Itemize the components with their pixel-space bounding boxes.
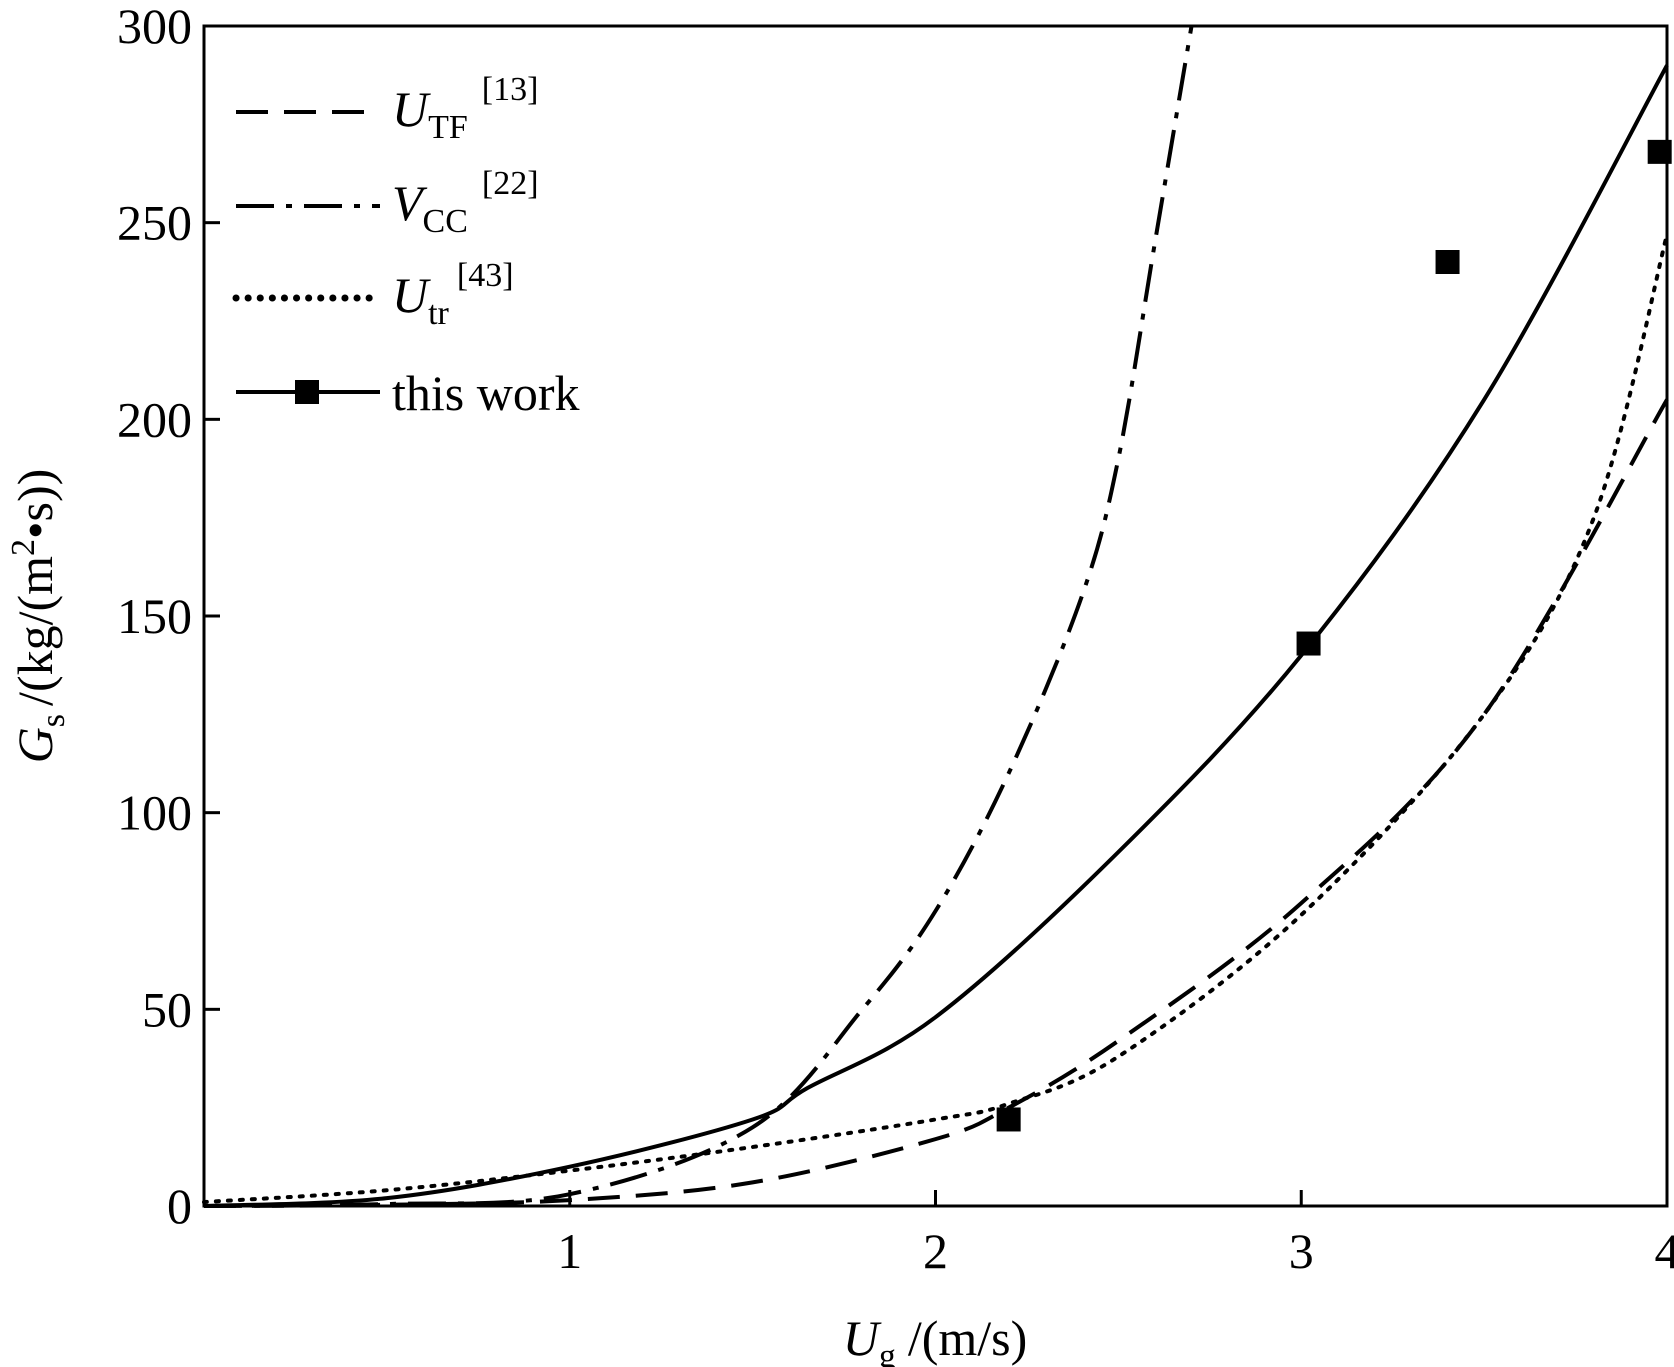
y-tick-label: 100 xyxy=(117,785,192,841)
y-axis-label-unit-pre: /(kg/(m xyxy=(7,556,63,706)
x-axis-label: Ug /(m/s) xyxy=(843,1310,1028,1367)
legend-label-utr: Utr[43] xyxy=(392,257,514,332)
series-line-utf xyxy=(203,398,1669,1208)
legend-sub-utr: tr xyxy=(428,295,449,332)
legend-item-utf: UTF [13] xyxy=(236,71,538,146)
legend-item-vcc: VCC [22] xyxy=(236,165,539,240)
y-axis-label-unit-post: •s)) xyxy=(7,469,63,539)
x-axis-label-unit: /(m/s) xyxy=(908,1310,1027,1366)
legend-main-utr: U xyxy=(392,267,431,323)
legend-main-vcc: V xyxy=(392,175,428,231)
legend: UTF[13] VCC[22] Utr[43] this work xyxy=(232,71,580,421)
legend-ref-vcc: [22] xyxy=(482,165,539,202)
legend-marker-this-work xyxy=(295,380,319,404)
data-point-marker xyxy=(1296,631,1321,656)
y-tick-label: 250 xyxy=(117,195,192,251)
y-axis-label-unit-sup: 2 xyxy=(5,539,42,556)
data-point-marker xyxy=(1435,250,1460,274)
series-line-this xyxy=(203,64,1669,1208)
y-tick-label: 50 xyxy=(142,981,192,1037)
legend-label-this-work: this work xyxy=(392,365,580,421)
x-axis-ticks: 1 2 3 4 xyxy=(557,1190,1674,1279)
x-tick-label: 2 xyxy=(923,1223,948,1279)
legend-item-this-work: this work xyxy=(236,365,580,421)
x-axis-label-sub: g xyxy=(879,1338,896,1367)
y-axis-label: Gs /(kg/(m2•s)) xyxy=(5,469,72,764)
legend-main-utf: U xyxy=(392,81,431,137)
y-axis-ticks: 0 50 100 150 200 250 300 xyxy=(117,0,220,1234)
y-axis-label-sub: s xyxy=(35,714,72,727)
x-tick-label: 4 xyxy=(1655,1223,1674,1279)
series-layer xyxy=(202,25,1669,1208)
legend-sub-utf: TF xyxy=(428,109,468,146)
y-axis-label-main: G xyxy=(7,727,63,763)
legend-label-vcc: VCC [22] xyxy=(392,165,539,240)
legend-sub-vcc: CC xyxy=(423,203,468,240)
y-tick-label: 300 xyxy=(117,0,192,54)
x-tick-label: 1 xyxy=(557,1223,582,1279)
series-line-vcc xyxy=(203,25,1194,1208)
y-tick-label: 150 xyxy=(117,588,192,644)
legend-item-utr: Utr[43] xyxy=(232,257,514,332)
legend-ref-utf: [13] xyxy=(482,71,539,108)
legend-ref-utr: [43] xyxy=(457,257,514,294)
data-point-marker xyxy=(996,1107,1021,1132)
marker-layer xyxy=(996,139,1672,1132)
y-tick-label: 200 xyxy=(117,391,192,447)
series-line-utr xyxy=(202,232,1669,1205)
legend-label-utf: UTF [13] xyxy=(392,71,538,146)
y-tick-label: 0 xyxy=(167,1178,192,1234)
x-axis-label-main: U xyxy=(843,1310,882,1366)
x-tick-label: 3 xyxy=(1289,1223,1314,1279)
data-point-marker xyxy=(1647,139,1672,164)
